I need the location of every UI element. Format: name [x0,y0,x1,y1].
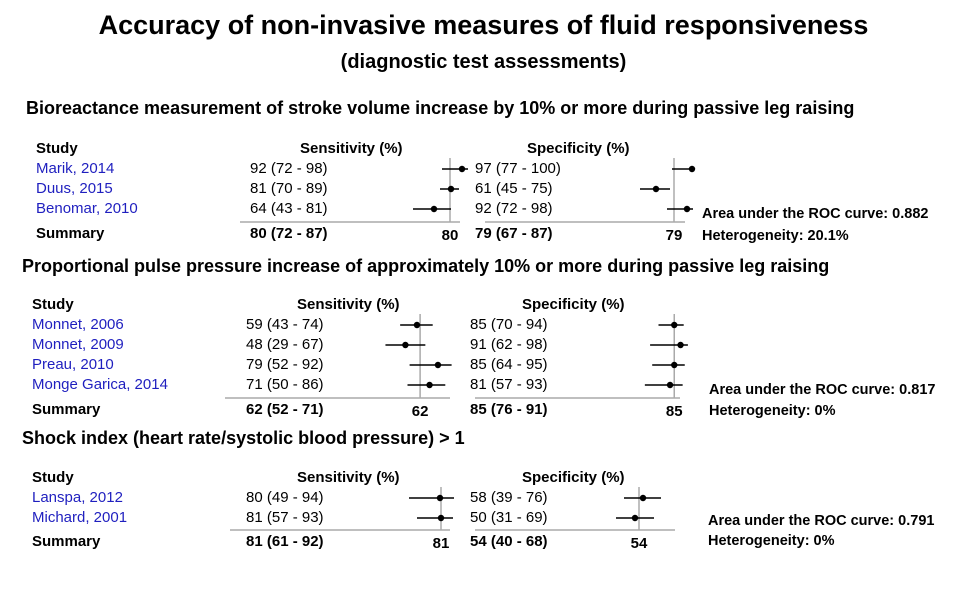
sens-point-estimate [436,494,444,502]
heterogeneity-text: Heterogeneity: 0% [708,533,835,549]
forest-plot-svg: 80 79 [240,158,696,244]
sens-summary-tick-label: 80 [442,227,459,244]
sensitivity-column-header: Sensitivity (%) [297,296,400,313]
study-name: Monge Garica, 2014 [32,376,168,393]
sensitivity-value: 92 (72 - 98) [250,160,328,177]
spec-point-estimate [688,165,696,173]
spec-summary-tick-label: 54 [631,535,648,552]
sensitivity-value: 79 (52 - 92) [246,356,324,373]
sensitivity-value: 81 (70 - 89) [250,180,328,197]
specificity-column-header: Specificity (%) [522,469,625,486]
sens-point-estimate [434,361,442,369]
panel-title: Shock index (heart rate/systolic blood p… [22,428,465,448]
panel-title: Proportional pulse pressure increase of … [22,256,830,276]
heterogeneity-text: Heterogeneity: 20.1% [702,228,849,244]
study-name: Preau, 2010 [32,356,114,373]
sensitivity-value: 71 (50 - 86) [246,376,324,393]
sens-point-estimate [430,205,438,213]
sens-point-estimate [413,321,421,329]
study-name: Lanspa, 2012 [32,489,123,506]
study-name: Marik, 2014 [36,160,115,177]
sensitivity-column-header: Sensitivity (%) [297,469,400,486]
specificity-value: 85 (64 - 95) [470,356,548,373]
specificity-value: 61 (45 - 75) [475,180,553,197]
sensitivity-value: 48 (29 - 67) [246,336,324,353]
heterogeneity-text: Heterogeneity: 0% [709,403,836,419]
specificity-value: 91 (62 - 98) [470,336,548,353]
summary-specificity: 79 (67 - 87) [475,225,553,242]
summary-label: Summary [36,225,105,242]
auc-text: Area under the ROC curve: 0.791 [708,513,935,529]
spec-point-estimate [671,361,678,369]
specificity-value: 92 (72 - 98) [475,200,553,217]
study-name: Benomar, 2010 [36,200,138,217]
panel-title: Bioreactance measurement of stroke volum… [26,98,855,118]
forest-plot-svg: 62 85 [225,314,688,420]
sens-summary-tick-label: 62 [412,403,429,420]
sens-point-estimate [458,165,466,173]
spec-point-estimate [683,205,691,213]
sens-point-estimate [447,185,455,193]
summary-specificity: 54 (40 - 68) [470,533,548,550]
specificity-value: 58 (39 - 76) [470,489,548,506]
sens-point-estimate [402,341,409,349]
specificity-column-header: Specificity (%) [522,296,625,313]
sensitivity-value: 80 (49 - 94) [246,489,324,506]
sens-summary-tick-label: 81 [433,535,450,552]
specificity-value: 81 (57 - 93) [470,376,548,393]
specificity-value: 50 (31 - 69) [470,509,548,526]
spec-point-estimate [631,514,639,522]
study-name: Monnet, 2009 [32,336,124,353]
forest-plot-svg: 81 54 [230,487,675,552]
sensitivity-value: 81 (57 - 93) [246,509,324,526]
summary-label: Summary [32,533,101,550]
specificity-value: 85 (70 - 94) [470,316,548,333]
forest-panel-1: Bioreactance measurement of stroke volum… [0,98,967,268]
forest-panel-2: Proportional pulse pressure increase of … [0,256,967,426]
study-name: Duus, 2015 [36,180,113,197]
study-name: Michard, 2001 [32,509,128,526]
summary-specificity: 85 (76 - 91) [470,401,548,418]
study-name: Monnet, 2006 [32,316,124,333]
summary-label: Summary [32,401,101,418]
spec-summary-tick-label: 85 [666,403,683,420]
sens-point-estimate [426,381,433,389]
spec-point-estimate [652,185,660,193]
summary-sensitivity: 80 (72 - 87) [250,225,328,242]
forest-panel-3: Shock index (heart rate/systolic blood p… [0,428,967,598]
auc-text: Area under the ROC curve: 0.882 [702,206,929,222]
spec-point-estimate [677,341,684,349]
summary-sensitivity: 62 (52 - 71) [246,401,324,418]
sensitivity-value: 64 (43 - 81) [250,200,328,217]
study-column-header: Study [32,469,74,486]
specificity-value: 97 (77 - 100) [475,160,561,177]
sensitivity-column-header: Sensitivity (%) [300,140,403,157]
specificity-column-header: Specificity (%) [527,140,630,157]
summary-sensitivity: 81 (61 - 92) [246,533,324,550]
spec-point-estimate [666,381,674,389]
spec-point-estimate [671,321,678,329]
spec-summary-tick-label: 79 [666,227,683,244]
sub-title: (diagnostic test assessments) [340,51,627,73]
study-column-header: Study [36,140,78,157]
auc-text: Area under the ROC curve: 0.817 [709,382,936,398]
study-column-header: Study [32,296,74,313]
main-title: Accuracy of non-invasive measures of flu… [98,10,869,40]
sens-point-estimate [437,514,445,522]
spec-point-estimate [639,494,647,502]
sensitivity-value: 59 (43 - 74) [246,316,324,333]
